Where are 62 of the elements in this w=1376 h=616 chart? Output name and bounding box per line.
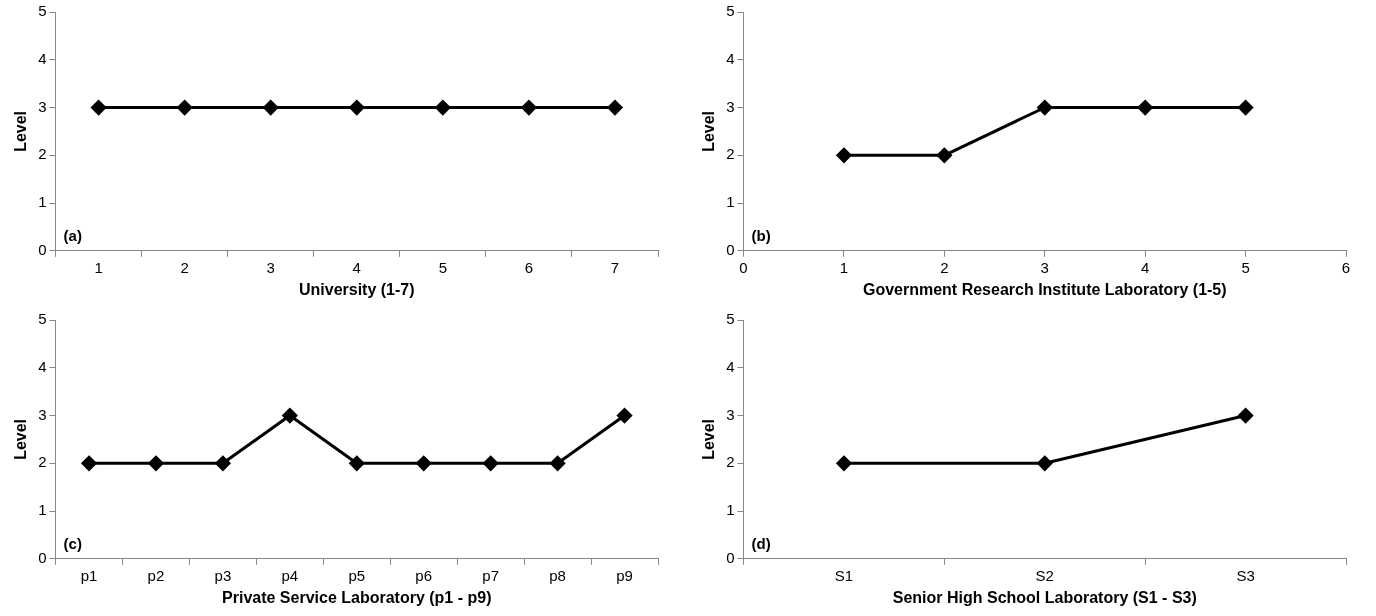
x-tick-label: 6 (1341, 258, 1351, 276)
y-tick-label: 1 (38, 193, 47, 211)
x-tick-label: 5 (438, 258, 448, 276)
y-tick-label: 5 (38, 2, 47, 20)
annotation: (b) (751, 227, 771, 245)
x-tick-label: 4 (1141, 258, 1150, 276)
x-tick-label: p6 (415, 566, 433, 584)
x-tick-label: 5 (1241, 258, 1250, 276)
x-tick-label: 3 (1040, 258, 1049, 276)
annotation: (d) (751, 535, 771, 553)
x-tick-label: S3 (1236, 566, 1255, 584)
annotation: (c) (63, 535, 82, 553)
y-axis-title: Level (700, 110, 718, 152)
y-axis-title: Level (700, 418, 718, 460)
x-tick-label: 1 (94, 258, 103, 276)
x-tick-label: 0 (739, 258, 748, 276)
y-tick-label: 0 (38, 240, 47, 258)
y-tick-label: 2 (726, 453, 735, 471)
x-tick-label: 6 (524, 258, 534, 276)
x-axis-title: Government Research Institute Laboratory (1-5) (862, 280, 1227, 298)
x-tick-label: p3 (214, 566, 232, 584)
x-axis-title: University (1-7) (298, 280, 415, 298)
x-axis-title: Senior High School Laboratory (S1 - S3) (892, 588, 1197, 606)
y-tick-label: 4 (726, 49, 735, 67)
y-tick-label: 3 (38, 97, 47, 115)
x-tick-label: 4 (352, 258, 361, 276)
y-tick-label: 2 (38, 145, 47, 163)
y-axis-title: Level (12, 110, 30, 152)
y-tick-label: 3 (38, 405, 47, 423)
x-tick-label: p8 (549, 566, 566, 584)
y-tick-label: 0 (726, 548, 735, 566)
y-tick-label: 0 (38, 548, 47, 566)
x-tick-label: p5 (348, 566, 366, 584)
y-tick-label: 0 (726, 240, 735, 258)
x-tick-label: p7 (482, 566, 499, 584)
annotation: (a) (63, 227, 82, 245)
y-tick-label: 4 (38, 49, 47, 67)
y-tick-label: 2 (726, 145, 735, 163)
x-tick-label: 3 (266, 258, 275, 276)
x-tick-label: p9 (616, 566, 633, 584)
y-tick-label: 5 (726, 310, 735, 328)
x-tick-label: p2 (147, 566, 165, 584)
x-tick-label: 2 (180, 258, 189, 276)
y-tick-label: 5 (726, 2, 735, 20)
y-tick-label: 3 (726, 97, 735, 115)
y-axis-title: Level (12, 418, 30, 460)
x-tick-label: 1 (839, 258, 849, 276)
y-tick-label: 2 (38, 453, 47, 471)
x-tick-label: 2 (940, 258, 949, 276)
y-tick-label: 4 (38, 357, 47, 375)
y-tick-label: 5 (38, 310, 47, 328)
y-tick-label: 3 (726, 405, 735, 423)
y-tick-label: 1 (726, 501, 735, 519)
x-tick-label: p4 (281, 566, 299, 584)
y-tick-label: 4 (726, 357, 735, 375)
x-tick-label: p1 (80, 566, 98, 584)
y-tick-label: 1 (726, 193, 735, 211)
x-tick-label: S2 (1035, 566, 1054, 584)
x-tick-label: 7 (610, 258, 620, 276)
y-tick-label: 1 (38, 501, 47, 519)
x-axis-title: Private Service Laboratory (p1 - p9) (222, 588, 492, 606)
x-tick-label: S1 (834, 566, 854, 584)
